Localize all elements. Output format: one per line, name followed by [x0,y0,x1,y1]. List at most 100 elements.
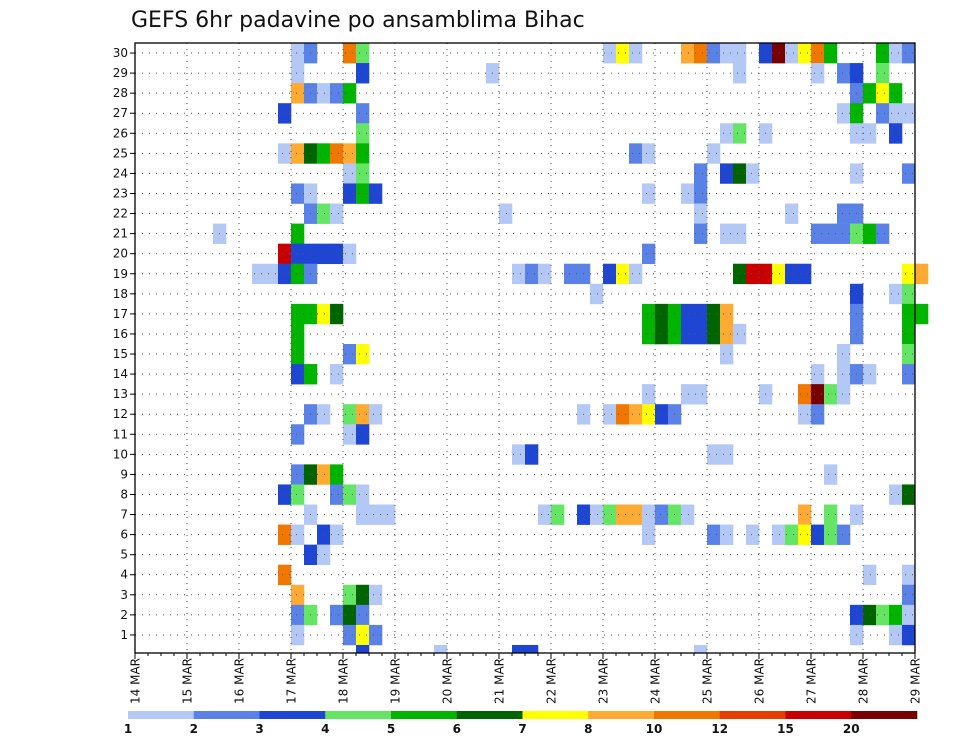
precip-cell [356,404,370,425]
precip-cell [811,63,825,84]
precip-cell [343,424,357,445]
precip-cell [330,484,344,505]
precip-cell [278,243,292,265]
precip-cell [824,504,838,525]
precip-cell [551,504,565,525]
precip-cell [369,183,383,204]
precip-cell [369,584,383,606]
legend-swatch [128,711,195,719]
legend-swatch [654,711,721,719]
precip-cell [863,564,877,586]
precip-cell [538,263,552,285]
precip-cell [616,43,630,64]
precip-cell [603,263,617,285]
precip-cell [694,303,708,325]
precip-cell [694,43,708,64]
precip-cell [902,283,916,305]
precip-cell [733,163,747,184]
precip-cell [694,384,708,405]
precip-cell [902,484,916,505]
precip-cell [746,263,760,285]
legend-label: 8 [584,722,592,736]
precip-cell [291,604,305,626]
precip-cell [291,524,305,545]
precip-cell [837,103,851,124]
precip-cell [785,43,799,64]
precip-cell [694,163,708,184]
precip-cell [798,404,812,425]
precip-cell [317,303,331,325]
legend-swatch [588,711,655,719]
precip-cell [330,604,344,626]
legend-label: 10 [646,722,663,736]
y-tick-label: 24 [113,166,128,180]
precip-cell [356,343,370,365]
precip-cell [863,364,877,385]
precip-cell [291,63,305,84]
precip-cell [291,323,305,345]
y-tick-label: 30 [113,46,128,60]
precip-cell [798,43,812,64]
y-tick-label: 1 [120,628,128,642]
precip-cell [707,303,721,325]
precip-cell [720,123,734,144]
precip-cell [616,263,630,285]
precip-cell [343,604,357,626]
precip-cell [902,343,916,365]
precip-cell [291,143,305,164]
x-tick-label: 17 MAR [285,658,299,704]
precip-cell [876,83,890,104]
precip-cell [642,183,656,204]
precip-cell [863,83,877,104]
x-tick-label: 20 MAR [441,658,455,704]
precip-cell [356,123,370,144]
precip-cell [330,364,344,385]
precip-cell [278,103,292,124]
precip-cell [876,223,890,244]
precip-cell [603,404,617,425]
precip-cell [720,303,734,325]
precip-cell [343,624,357,646]
precip-cell [733,263,747,285]
precip-cell [681,43,695,64]
precip-cell [824,464,838,485]
precip-cell [356,183,370,204]
y-tick-label: 22 [113,207,128,221]
precip-cell [291,364,305,385]
x-tick-label: 14 MAR [129,658,143,704]
precip-cell [681,303,695,325]
precip-cell [733,223,747,244]
precip-cell [902,163,916,184]
x-tick-label: 29 MAR [909,658,923,704]
precip-cell [343,163,357,184]
precip-cell [798,504,812,525]
precip-cell [824,384,838,405]
legend-swatch [785,711,852,719]
precip-cell [330,243,344,265]
precip-cell [707,43,721,64]
precip-cell [291,243,305,265]
precip-cell [642,524,656,545]
precip-cell [291,464,305,485]
precip-cell [837,384,851,405]
precip-cell [356,103,370,124]
x-tick-label: 26 MAR [753,658,767,704]
precip-cell [707,444,721,465]
precip-cell [330,524,344,545]
precip-cell [629,43,643,64]
precip-cell [902,263,916,285]
precip-cell [356,143,370,164]
y-tick-label: 12 [113,407,128,421]
precip-cell [629,143,643,164]
legend-swatch [719,711,786,719]
y-tick-label: 13 [113,387,128,401]
precip-cell [837,203,851,224]
legend-label: 20 [843,722,860,736]
precip-cell [291,43,305,64]
precip-cell [902,303,916,325]
precip-cell [746,524,760,545]
precip-cell [642,323,656,345]
precip-cell [694,323,708,345]
precip-cell [291,424,305,445]
precip-cell [837,364,851,385]
